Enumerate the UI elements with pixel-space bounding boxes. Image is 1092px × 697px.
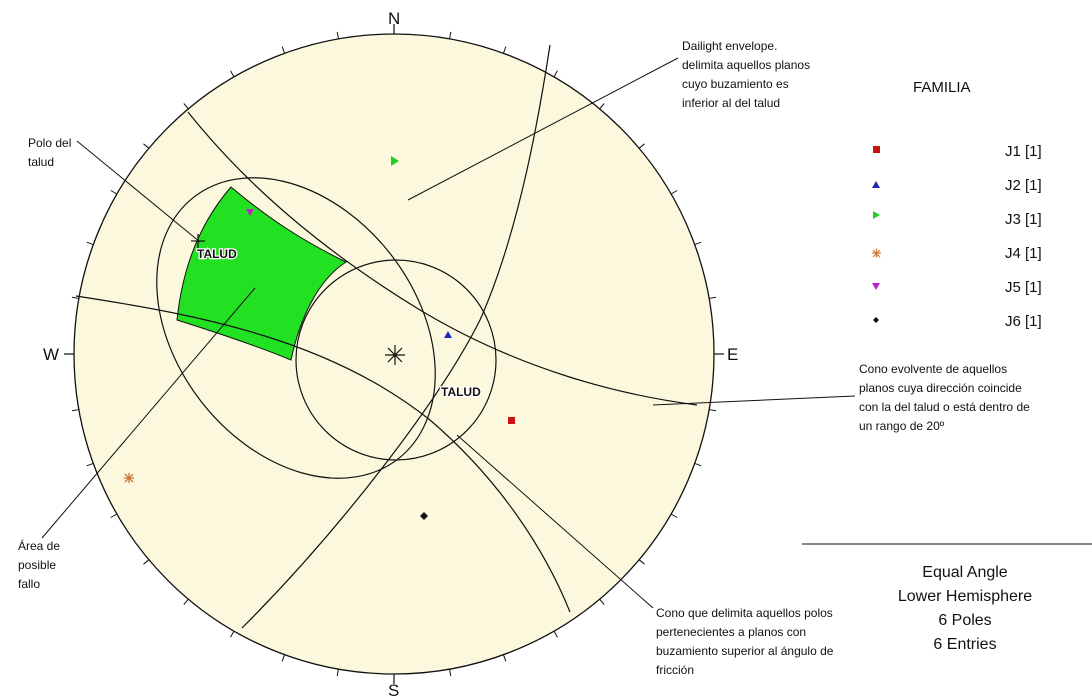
failure-area-annotation: Área de posible fallo [18, 538, 63, 591]
degree-tick [599, 103, 605, 110]
lateral-limit-curve-1 [75, 295, 571, 613]
legend-label-j3: J3 [1] [1005, 211, 1042, 228]
pole-j4 [124, 473, 134, 483]
degree-tick [449, 669, 452, 677]
legend-symbol-j5 [872, 283, 880, 290]
degree-tick [110, 513, 118, 518]
legend: FAMILIA J1 [1] J2 [1] J3 [1] J4 [1] J5 [… [872, 79, 1042, 330]
legend-symbol-j1 [873, 146, 880, 153]
south-label: S [388, 681, 399, 697]
projection-type: Equal Angle [922, 564, 1008, 581]
degree-tick [670, 513, 678, 518]
legend-symbol-j4 [872, 248, 881, 258]
pole-annotation: Polo del talud [28, 136, 75, 169]
degree-tick [638, 559, 645, 565]
slope-great-circle [187, 111, 698, 406]
legend-symbol-j2 [872, 181, 880, 188]
lateral-limits-annotation: Cono evolvente de aquellos planos cuya d… [859, 362, 1033, 433]
degree-tick [449, 31, 452, 39]
legend-label-j5: J5 [1] [1005, 279, 1042, 296]
degree-tick [183, 103, 189, 110]
pole-j3 [391, 156, 399, 166]
legend-symbol-j6 [873, 317, 879, 323]
north-label: N [388, 9, 400, 28]
degree-tick [230, 70, 235, 78]
legend-label-j2: J2 [1] [1005, 177, 1042, 194]
degree-tick [502, 46, 507, 54]
degree-tick [694, 462, 702, 467]
degree-tick [336, 31, 339, 39]
degree-tick [553, 630, 558, 638]
daylight-envelope-circle [156, 177, 436, 479]
degree-tick [281, 46, 286, 54]
degree-tick [230, 630, 235, 638]
degree-tick [86, 241, 94, 246]
degree-tick [502, 654, 507, 662]
failure-zone [176, 186, 348, 361]
pole-j2 [444, 331, 452, 338]
degree-tick [336, 669, 339, 677]
slope-pole-label: TALUD [197, 247, 237, 261]
degree-tick [694, 241, 702, 246]
projection-info: Equal Angle Lower Hemisphere 6 Poles 6 E… [898, 564, 1032, 653]
degree-ticks [71, 31, 717, 677]
legend-label-j4: J4 [1] [1005, 245, 1042, 262]
pole-j5 [246, 209, 254, 216]
west-label: W [43, 345, 59, 364]
degree-tick [281, 654, 286, 662]
degree-tick [599, 598, 605, 605]
legend-label-j6: J6 [1] [1005, 313, 1042, 330]
hemisphere: Lower Hemisphere [898, 588, 1032, 605]
pole-j1 [508, 417, 515, 424]
degree-tick [143, 143, 150, 149]
degree-tick [71, 409, 79, 412]
east-label: E [727, 345, 738, 364]
stereonet: TALUD TALUD N S E W [43, 9, 738, 697]
friction-cone-annotation: Cono que delimita aquellos polos pertene… [656, 606, 837, 677]
degree-tick [553, 70, 558, 78]
legend-label-j1: J1 [1] [1005, 143, 1042, 160]
daylight-annotation: Dailight envelope. delimita aquellos pla… [682, 39, 813, 110]
leader-lines [41, 57, 1092, 609]
degree-tick [709, 409, 717, 412]
friction-cone-circle [295, 259, 497, 461]
entries-count: 6 Entries [933, 636, 996, 653]
degree-tick [143, 559, 150, 565]
degree-tick [638, 143, 645, 149]
legend-symbol-j3 [873, 211, 880, 219]
degree-tick [110, 190, 118, 195]
degree-tick [670, 190, 678, 195]
center-mark [385, 345, 405, 365]
slope-plane-label: TALUD [441, 385, 481, 399]
degree-tick [71, 296, 79, 299]
lateral-limit-curve-2 [241, 44, 551, 629]
degree-tick [86, 462, 94, 467]
pole-j6 [420, 512, 428, 520]
degree-tick [183, 598, 189, 605]
poles-count: 6 Poles [938, 612, 991, 629]
degree-tick [709, 296, 717, 299]
legend-title: FAMILIA [913, 79, 971, 96]
